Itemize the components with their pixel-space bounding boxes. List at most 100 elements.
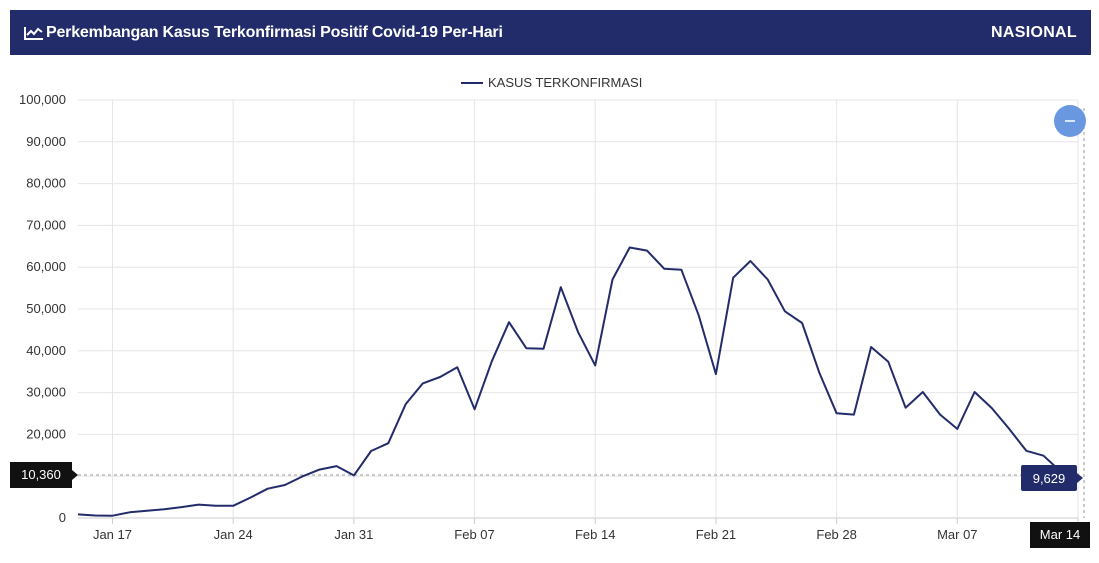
data-point[interactable] [196, 502, 201, 507]
y-tick-label: 0 [59, 510, 66, 525]
data-point[interactable] [507, 320, 512, 325]
zoom-reset-button[interactable] [1054, 105, 1086, 137]
y-axis: 010,00020,00030,00040,00050,00060,00070,… [19, 92, 66, 525]
data-point[interactable] [713, 372, 718, 377]
data-point[interactable] [403, 402, 408, 407]
data-point[interactable] [110, 513, 115, 518]
data-point[interactable] [920, 389, 925, 394]
data-point[interactable] [93, 513, 98, 518]
x-tick-label: Jan 17 [93, 527, 132, 542]
data-point[interactable] [558, 285, 563, 290]
data-point[interactable] [438, 375, 443, 380]
point-tooltip-bg [1021, 465, 1077, 491]
x-crosshair-label-text: Mar 14 [1040, 527, 1080, 542]
x-crosshair-label: Mar 14 [1030, 522, 1090, 548]
data-point[interactable] [541, 346, 546, 351]
y-tick-label: 50,000 [26, 301, 66, 316]
crosshair [78, 108, 1085, 518]
data-point[interactable] [213, 503, 218, 508]
data-point[interactable] [886, 359, 891, 364]
data-point[interactable] [265, 486, 270, 491]
y-crosshair-label-bg [10, 462, 72, 488]
data-point[interactable] [593, 363, 598, 368]
y-tick-label: 60,000 [26, 259, 66, 274]
data-point[interactable] [989, 406, 994, 411]
header-title-group: Perkembangan Kasus Terkonfirmasi Positif… [24, 24, 503, 42]
data-point[interactable] [731, 275, 736, 280]
data-point[interactable] [144, 508, 149, 513]
legend-label: KASUS TERKONFIRMASI [488, 75, 642, 90]
x-tick-label: Jan 31 [334, 527, 373, 542]
y-crosshair-label: 10,360 [10, 462, 78, 488]
data-point[interactable] [610, 277, 615, 282]
data-point[interactable] [472, 407, 477, 412]
data-point[interactable] [627, 245, 632, 250]
y-tick-label: 100,000 [19, 92, 66, 107]
data-point[interactable] [351, 473, 356, 478]
data-point[interactable] [696, 313, 701, 318]
data-point[interactable] [576, 329, 581, 334]
x-axis: Jan 17 Jan 24 Jan 31 Feb 07 Feb 14 Feb 21 Feb … [93, 518, 1079, 542]
data-point[interactable] [369, 449, 374, 454]
point-tooltip-pointer [1077, 473, 1083, 483]
scope-label[interactable]: NASIONAL [991, 23, 1077, 41]
data-point[interactable] [489, 359, 494, 364]
series-line [77, 246, 1079, 517]
data-point[interactable] [1024, 448, 1029, 453]
data-point[interactable] [127, 510, 132, 515]
data-point[interactable] [782, 309, 787, 314]
data-point[interactable] [317, 467, 322, 472]
data-point[interactable] [817, 370, 822, 375]
data-point[interactable] [300, 474, 305, 479]
data-point[interactable] [524, 346, 529, 351]
data-point[interactable] [644, 248, 649, 253]
x-crosshair-label-bg [1030, 522, 1090, 548]
header-title: Perkembangan Kasus Terkonfirmasi Positif… [46, 23, 503, 41]
series-points [76, 245, 1081, 518]
data-point[interactable] [162, 507, 167, 512]
y-tick-label: 40,000 [26, 343, 66, 358]
data-point[interactable] [765, 277, 770, 282]
chart-header: Perkembangan Kasus Terkonfirmasi Positif… [10, 10, 1091, 55]
y-tick-label: 20,000 [26, 426, 66, 441]
data-point[interactable] [420, 381, 425, 386]
x-tick-label: Feb 21 [696, 527, 736, 542]
data-point[interactable] [851, 412, 856, 417]
y-crosshair-label-text: 10,360 [21, 467, 61, 482]
data-point[interactable] [662, 266, 667, 271]
y-tick-label: 70,000 [26, 217, 66, 232]
data-point[interactable] [679, 267, 684, 272]
y-tick-label: 90,000 [26, 134, 66, 149]
data-point[interactable] [455, 365, 460, 370]
x-tick-label: Feb 07 [454, 527, 494, 542]
data-point[interactable] [248, 495, 253, 500]
data-point[interactable] [282, 482, 287, 487]
point-tooltip-text: 9,629 [1033, 471, 1066, 486]
data-point[interactable] [1041, 453, 1046, 458]
data-point[interactable] [955, 426, 960, 431]
grid-lines [78, 99, 1079, 519]
data-point[interactable] [179, 505, 184, 510]
data-point[interactable] [386, 441, 391, 446]
point-tooltip: 9,629 [1021, 465, 1083, 491]
data-point[interactable] [1007, 426, 1012, 431]
y-tick-label: 80,000 [26, 176, 66, 191]
data-point[interactable] [938, 412, 943, 417]
y-crosshair-label-pointer [72, 470, 78, 480]
legend[interactable]: KASUS TERKONFIRMASI [461, 75, 642, 90]
data-point[interactable] [972, 389, 977, 394]
line-chart-icon [24, 26, 43, 40]
data-point[interactable] [334, 464, 339, 469]
x-tick-label: Feb 28 [816, 527, 856, 542]
data-point[interactable] [834, 411, 839, 416]
data-point[interactable] [903, 405, 908, 410]
y-tick-label: 30,000 [26, 385, 66, 400]
data-point[interactable] [748, 258, 753, 263]
x-tick-label: Mar 07 [937, 527, 977, 542]
data-point[interactable] [869, 344, 874, 349]
x-tick-label: Feb 14 [575, 527, 615, 542]
data-point[interactable] [76, 512, 81, 517]
data-point[interactable] [800, 321, 805, 326]
data-point[interactable] [231, 503, 236, 508]
